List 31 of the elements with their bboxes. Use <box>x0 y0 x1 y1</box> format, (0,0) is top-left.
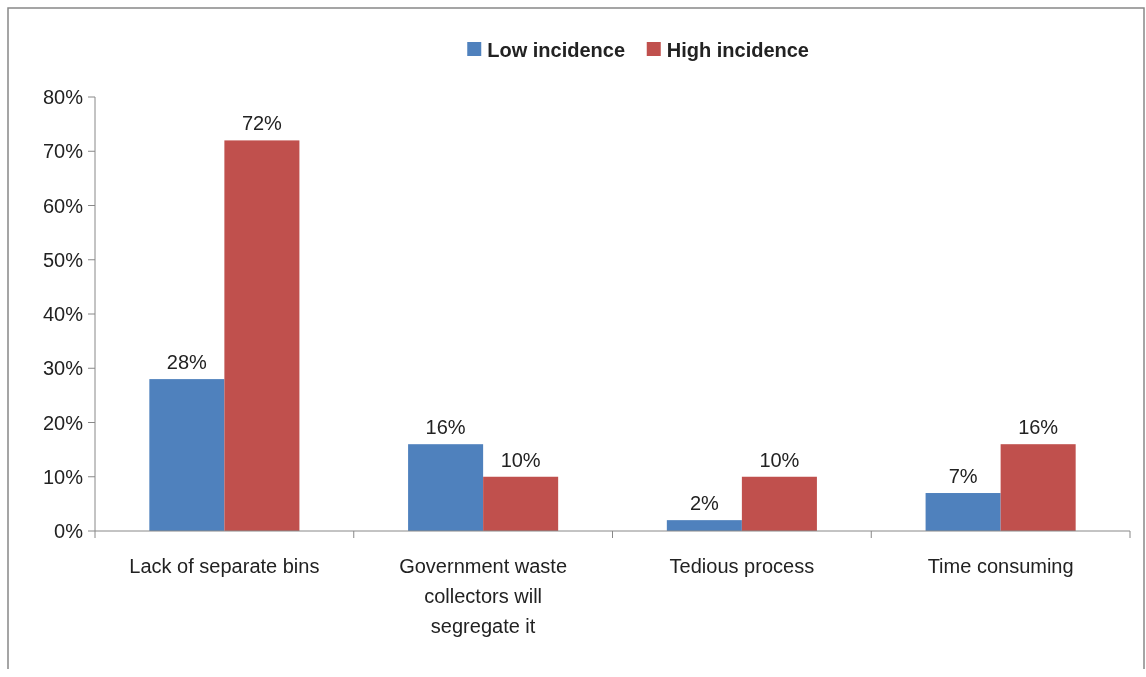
data-label: 2% <box>689 492 720 515</box>
x-tick-label: Government waste collectors will segregate it <box>399 555 568 637</box>
bar <box>925 493 1001 531</box>
data-label: 10% <box>500 448 541 471</box>
y-tick-label: 20% <box>42 411 84 434</box>
y-tick-label: 40% <box>42 303 84 325</box>
data-label: 16% <box>1018 416 1059 439</box>
data-label: 7% <box>948 465 978 488</box>
y-tick-label: 70% <box>42 140 84 163</box>
x-tick-label: Time consuming <box>927 555 1074 577</box>
data-label: 10% <box>759 448 800 471</box>
bar <box>1000 444 1076 531</box>
y-tick-label: 50% <box>42 248 84 271</box>
bar <box>224 140 300 531</box>
y-tick-label: 80% <box>42 86 84 108</box>
y-tick-label: 60% <box>42 194 84 217</box>
y-tick-label: 10% <box>42 465 84 488</box>
bar <box>408 444 484 531</box>
bar <box>149 379 225 531</box>
bar <box>666 520 742 531</box>
data-label: 72% <box>241 112 283 135</box>
bar <box>741 476 817 531</box>
bar <box>483 476 559 531</box>
legend-label: Low incidence <box>487 39 626 61</box>
x-tick-label: Lack of separate bins <box>129 555 320 577</box>
y-tick-label: 30% <box>42 357 84 380</box>
x-tick-label: Tedious process <box>669 555 815 577</box>
y-tick-label: 0% <box>54 520 84 542</box>
data-label: 16% <box>425 416 466 439</box>
data-label: 28% <box>166 351 208 374</box>
legend-label: High incidence <box>666 39 809 61</box>
